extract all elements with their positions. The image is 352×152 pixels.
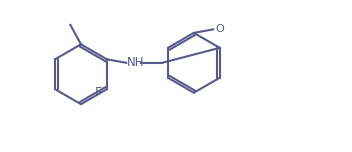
- Text: O: O: [215, 24, 224, 34]
- Text: NH: NH: [127, 56, 144, 69]
- Text: F: F: [94, 86, 102, 99]
